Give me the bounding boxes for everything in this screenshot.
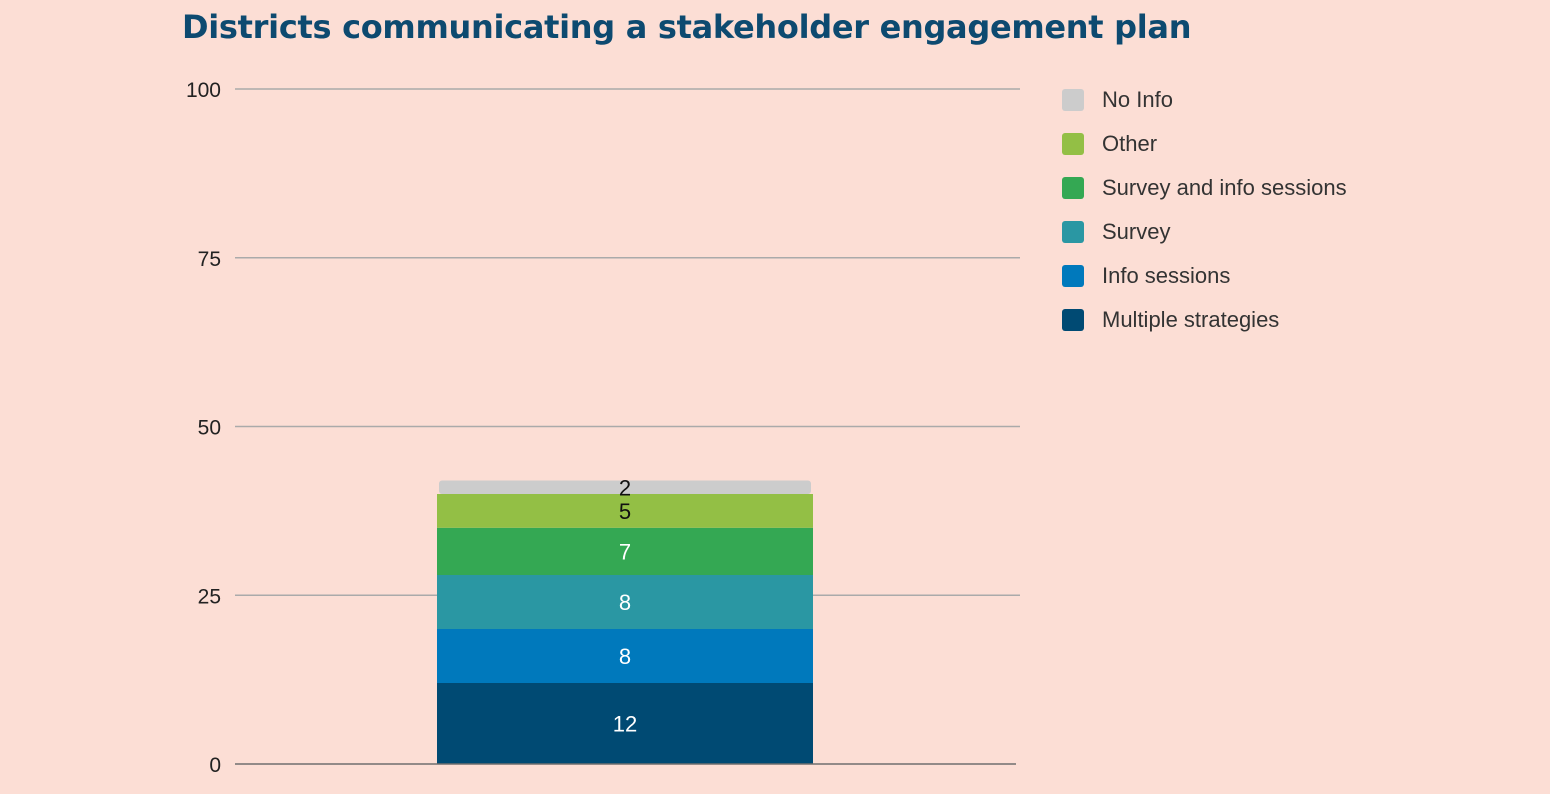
legend-item: No Info bbox=[1062, 78, 1347, 122]
legend-item: Other bbox=[1062, 122, 1347, 166]
bar-segment bbox=[437, 527, 813, 575]
y-tick-label: 25 bbox=[198, 585, 221, 608]
legend-item: Survey bbox=[1062, 210, 1347, 254]
legend-swatch bbox=[1062, 89, 1084, 111]
data-label: 8 bbox=[619, 644, 631, 669]
legend-swatch bbox=[1062, 309, 1084, 331]
data-label: 8 bbox=[619, 590, 631, 615]
legend-label: Survey bbox=[1102, 219, 1171, 244]
data-label: 5 bbox=[619, 499, 631, 524]
legend-item: Survey and info sessions bbox=[1062, 166, 1347, 210]
legend-label: Multiple strategies bbox=[1102, 307, 1280, 332]
legend-swatch bbox=[1062, 133, 1084, 155]
chart-title: Districts communicating a stakeholder en… bbox=[182, 8, 1192, 46]
y-tick-label: 100 bbox=[186, 79, 221, 102]
legend-label: Info sessions bbox=[1102, 263, 1231, 288]
legend-label: Survey and info sessions bbox=[1102, 175, 1347, 200]
data-labels: 12 8 8 7 52 bbox=[613, 475, 637, 736]
legend-item: Info sessions bbox=[1062, 254, 1347, 298]
gridlines bbox=[235, 88, 1020, 596]
bar-segments bbox=[437, 480, 813, 764]
bar-segment bbox=[439, 480, 811, 494]
legend-item: Multiple strategies bbox=[1062, 298, 1347, 342]
y-tick-label: 50 bbox=[198, 417, 221, 440]
y-tick-label: 0 bbox=[209, 754, 221, 777]
legend-swatch bbox=[1062, 177, 1084, 199]
bar-segment bbox=[437, 683, 813, 764]
legend-label: Other bbox=[1102, 131, 1158, 156]
bar-segment bbox=[437, 629, 813, 683]
legend-swatch bbox=[1062, 221, 1084, 243]
data-label: 12 bbox=[613, 712, 637, 737]
y-tick-label: 75 bbox=[198, 248, 221, 271]
legend: No Info Other Survey and info sessions Surv… bbox=[1062, 78, 1347, 342]
bar-segment bbox=[437, 575, 813, 629]
legend-label: No Info bbox=[1102, 87, 1173, 112]
bar-segment bbox=[437, 494, 813, 528]
y-axis-ticks: 0 25 50 75 100 bbox=[186, 79, 221, 777]
data-label: 7 bbox=[619, 539, 631, 564]
legend-swatch bbox=[1062, 265, 1084, 287]
data-label: 2 bbox=[619, 475, 631, 500]
